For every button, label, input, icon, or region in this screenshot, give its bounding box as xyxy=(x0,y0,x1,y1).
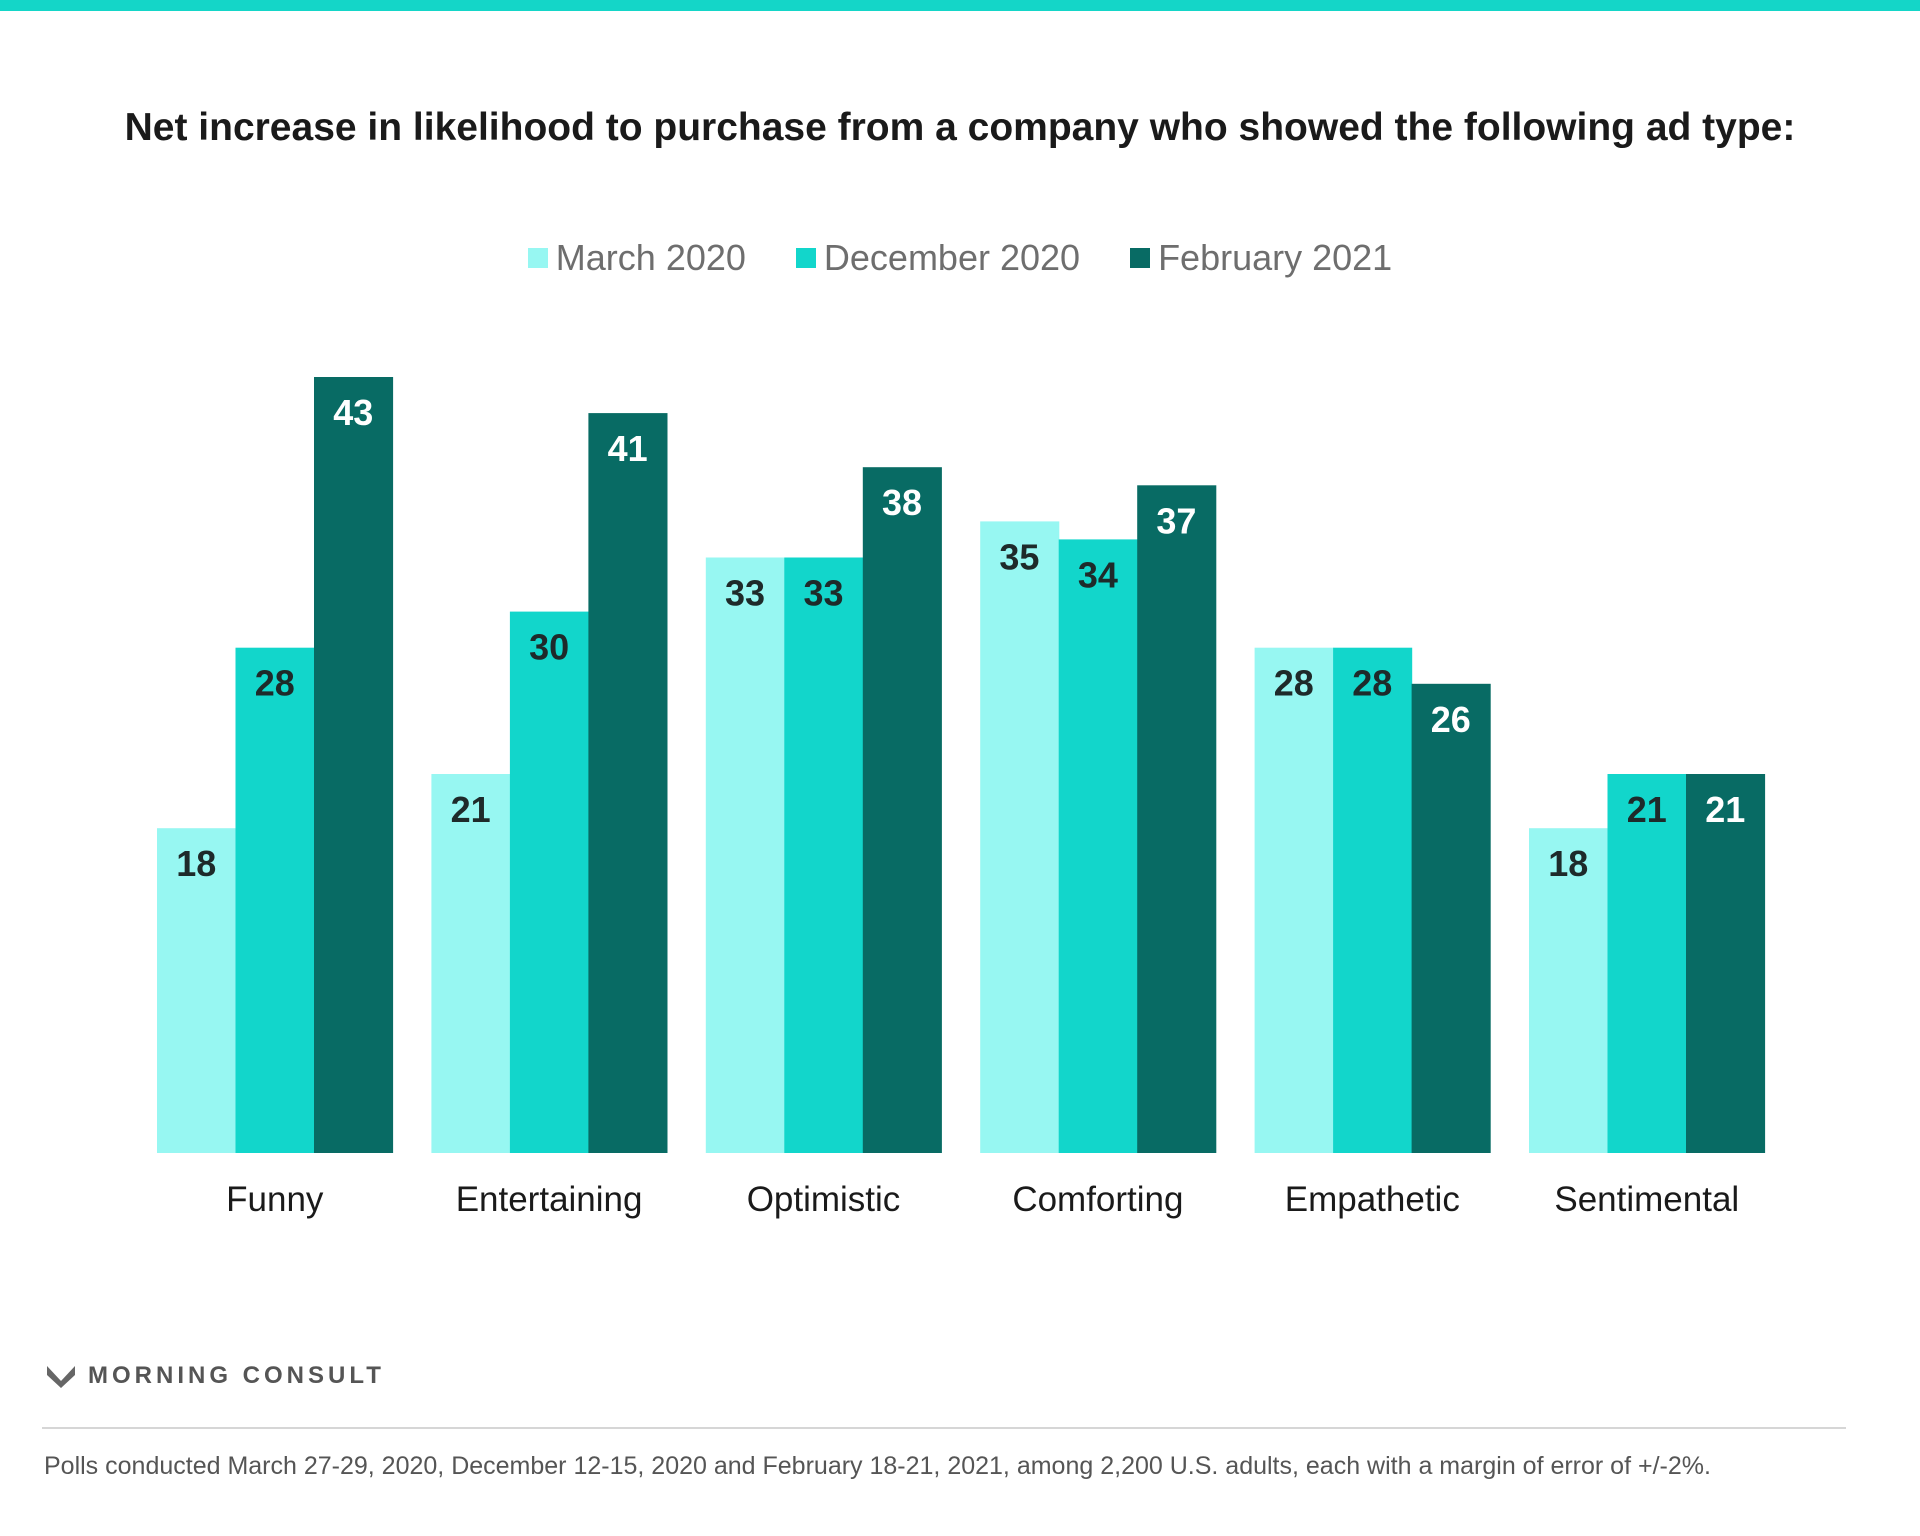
bar-comforting-march-2020 xyxy=(980,521,1060,1153)
bar-chart: 18 28 43 Funny 21 30 41 Entertaining 33 33 38 Optim… xyxy=(157,377,1766,1219)
legend-item-march-2020: March 2020 xyxy=(527,232,746,284)
bar-empathetic-march-2020 xyxy=(1254,647,1334,1153)
bar-funny-february-2021 xyxy=(314,377,394,1153)
morning-consult-m-icon xyxy=(47,1366,75,1388)
legend-swatch-march-2020 xyxy=(527,248,548,268)
bar-comforting-february-2021 xyxy=(1137,485,1217,1153)
data-label-funny-february-2021: 43 xyxy=(333,392,373,433)
data-label-funny-december-2020: 28 xyxy=(255,663,295,704)
bar-entertaining-december-2020 xyxy=(509,611,589,1153)
legend-item-december-2020: December 2020 xyxy=(795,232,1081,284)
legend-swatch-december-2020 xyxy=(795,248,816,268)
data-label-empathetic-march-2020: 28 xyxy=(1274,663,1314,704)
legend-label-march-2020: March 2020 xyxy=(555,237,746,278)
data-label-entertaining-february-2021: 41 xyxy=(608,428,648,469)
bar-optimistic-february-2021 xyxy=(862,467,942,1153)
legend-label-december-2020: December 2020 xyxy=(823,237,1081,278)
footnote: Polls conducted March 27-29, 2020, Decem… xyxy=(44,1452,1711,1480)
data-label-sentimental-march-2020: 18 xyxy=(1548,843,1588,884)
data-label-entertaining-december-2020: 30 xyxy=(529,627,569,668)
legend-swatch-february-2021 xyxy=(1130,248,1151,268)
data-label-comforting-february-2021: 37 xyxy=(1156,500,1196,541)
bar-funny-december-2020 xyxy=(235,647,315,1153)
data-label-entertaining-march-2020: 21 xyxy=(451,789,491,830)
data-label-optimistic-february-2021: 38 xyxy=(882,482,922,523)
footer-divider xyxy=(42,1427,1846,1429)
data-label-empathetic-december-2020: 28 xyxy=(1352,663,1392,704)
bar-empathetic-february-2021 xyxy=(1411,683,1491,1153)
bar-optimistic-march-2020 xyxy=(705,557,785,1153)
category-label-entertaining: Entertaining xyxy=(456,1180,643,1219)
data-label-optimistic-march-2020: 33 xyxy=(725,573,765,614)
category-label-sentimental: Sentimental xyxy=(1554,1180,1739,1219)
category-label-optimistic: Optimistic xyxy=(747,1180,901,1219)
data-label-sentimental-february-2021: 21 xyxy=(1705,789,1745,830)
chart-title: Net increase in likelihood to purchase f… xyxy=(124,106,1796,149)
bar-entertaining-february-2021 xyxy=(588,413,668,1154)
bar-sentimental-february-2021 xyxy=(1686,774,1766,1153)
logo-text: MORNING CONSULT xyxy=(88,1362,385,1389)
legend: March 2020 December 2020 February 2021 xyxy=(0,232,1920,284)
category-label-comforting: Comforting xyxy=(1012,1180,1183,1219)
data-label-optimistic-december-2020: 33 xyxy=(803,573,843,614)
bar-funny-march-2020 xyxy=(157,828,237,1153)
bar-entertaining-march-2020 xyxy=(431,774,511,1153)
bar-empathetic-december-2020 xyxy=(1333,647,1413,1153)
bar-sentimental-march-2020 xyxy=(1529,828,1609,1153)
legend-label-february-2021: February 2021 xyxy=(1158,237,1393,278)
data-label-funny-march-2020: 18 xyxy=(176,843,216,884)
data-label-comforting-december-2020: 34 xyxy=(1078,554,1118,595)
bar-optimistic-december-2020 xyxy=(784,557,864,1153)
morning-consult-logo: MORNING CONSULT xyxy=(46,1362,385,1390)
bar-comforting-december-2020 xyxy=(1058,539,1138,1153)
legend-item-february-2021: February 2021 xyxy=(1130,232,1392,284)
category-label-empathetic: Empathetic xyxy=(1285,1180,1460,1219)
data-label-sentimental-december-2020: 21 xyxy=(1627,789,1667,830)
category-label-funny: Funny xyxy=(226,1180,324,1219)
data-label-empathetic-february-2021: 26 xyxy=(1431,699,1471,740)
accent-top-bar xyxy=(0,0,1920,11)
data-label-comforting-march-2020: 35 xyxy=(999,536,1039,577)
bar-sentimental-december-2020 xyxy=(1607,774,1687,1153)
